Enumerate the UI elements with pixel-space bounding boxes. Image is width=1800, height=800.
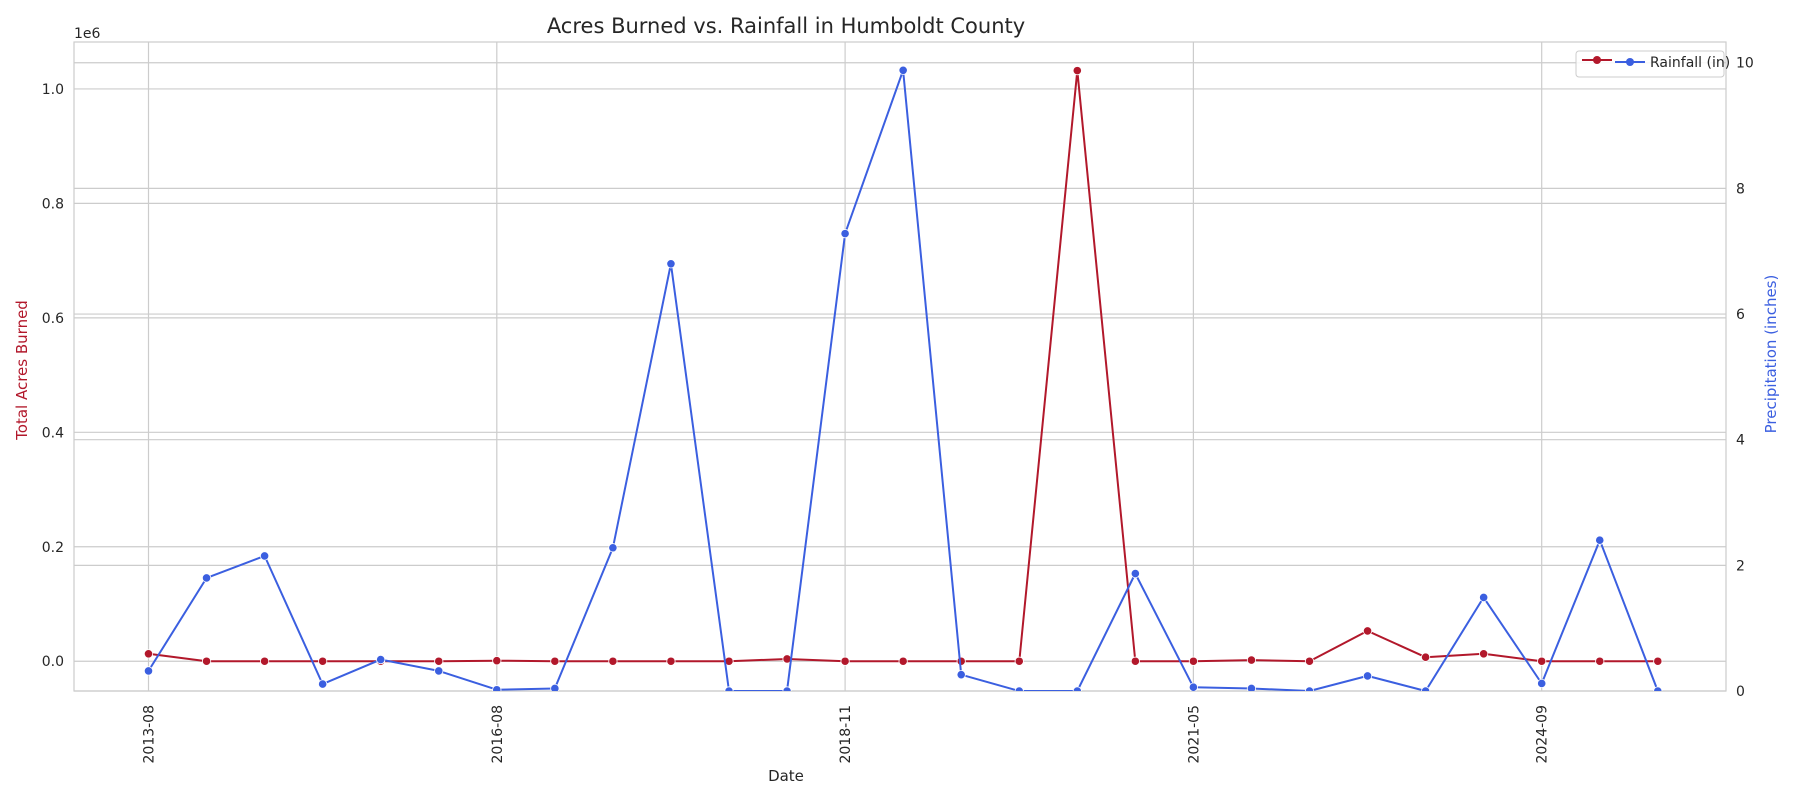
point-rain [956,670,966,680]
point-acres [1362,626,1373,636]
point-acres [434,656,444,666]
point-rain [143,666,154,676]
point-acres [840,656,850,666]
point-rain [1595,535,1605,545]
legend-rain-label: Rainfall (in) [1650,55,1730,71]
series-layer [143,65,1663,691]
point-acres [318,656,328,666]
point-acres [1595,656,1605,666]
point-acres [1246,655,1257,665]
point-acres [898,656,908,666]
point-acres [1304,656,1315,666]
right-y-tick-label: 0 [1736,684,1745,700]
chart-title: Acres Burned vs. Rainfall in Humboldt Co… [547,14,1025,38]
point-rain [492,685,502,691]
point-acres [1130,656,1140,666]
axis-layer: 2013-08 2016-08 2018-11 2021-05 2024-09 0.0 0.… [42,56,1754,764]
point-acres [666,656,676,666]
point-rain [1537,678,1547,689]
right-y-tick-label: 4 [1736,433,1745,449]
point-rain [782,686,792,691]
point-acres [550,656,560,666]
left-axis-label: Total Acres Burned [13,300,31,441]
legend-acres-marker [1593,56,1601,64]
point-rain [1246,683,1257,691]
point-rain [201,573,212,583]
point-rain [1304,686,1315,691]
right-axis-label: Precipitation (inches) [1762,275,1780,434]
point-rain [1653,686,1663,691]
x-tick-label: 2016-08 [490,705,506,764]
left-y-tick-label: 0.4 [42,425,64,441]
legend-box [1575,50,1725,78]
point-rain [259,551,270,561]
right-y-tick-label: 10 [1736,56,1754,72]
x-tick-label: 2013-08 [142,705,158,764]
point-rain [1014,686,1024,691]
x-axis-label: Date [768,767,804,785]
point-acres [1653,656,1663,666]
point-rain [318,679,328,689]
plot-frame [73,41,1727,692]
legend-rain-marker [1626,58,1634,66]
point-rain [1188,682,1198,691]
x-tick-label: 2018-11 [838,705,854,764]
point-acres [608,656,618,666]
point-rain [1072,686,1082,691]
point-rain [1130,568,1140,579]
point-rain [608,543,618,553]
point-acres [1421,652,1431,662]
point-acres [1072,66,1082,76]
left-y-tick-label: 0.0 [42,654,64,670]
point-rain [376,654,386,665]
legend: Rainfall (in) [1575,50,1730,78]
left-y-tick-label: 1.0 [42,82,64,98]
point-rain [1421,686,1431,691]
point-acres [492,656,502,666]
point-acres [259,656,270,666]
left-axis-offset-label: 1e6 [74,26,101,42]
point-rain [898,65,908,75]
point-rain [550,683,560,691]
left-y-tick-label: 0.2 [42,540,64,556]
point-acres [1188,656,1199,666]
x-tick-label: 2024-09 [1535,705,1551,764]
point-acres [143,649,154,659]
point-acres [1479,649,1489,659]
point-rain [724,686,734,691]
point-rain [840,229,850,239]
right-y-tick-label: 6 [1736,307,1745,323]
left-y-tick-label: 0.6 [42,311,64,327]
point-acres [956,656,966,666]
right-y-tick-label: 2 [1736,558,1745,574]
point-rain [434,666,444,676]
left-y-tick-label: 0.8 [42,196,64,212]
point-rain [666,259,676,269]
point-acres [1014,656,1024,666]
right-y-tick-label: 8 [1736,181,1745,197]
point-acres [201,656,212,666]
x-tick-label: 2021-05 [1186,705,1202,764]
point-acres [1537,656,1547,666]
point-rain [1479,592,1489,602]
point-rain [1362,671,1373,681]
